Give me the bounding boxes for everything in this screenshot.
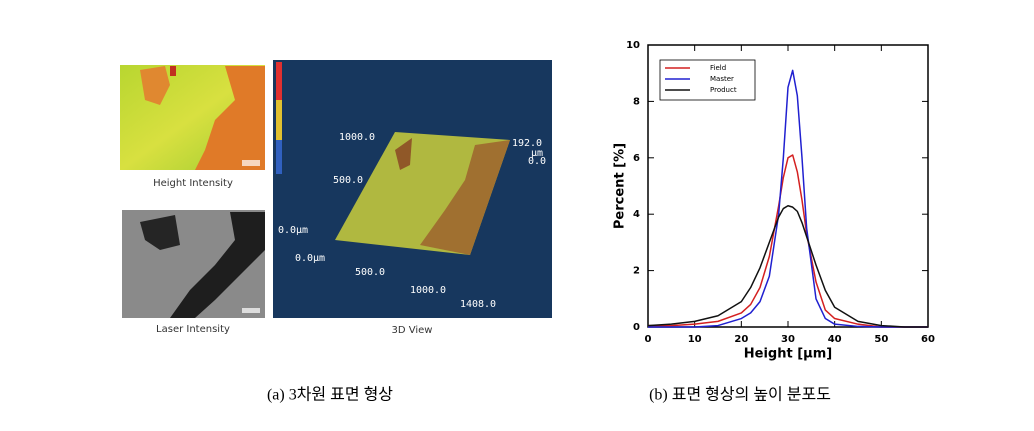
caption: (b) 표면 형상의 높이 분포도 [649, 386, 831, 404]
x-tick-label: 20 [734, 334, 748, 345]
legend-label: Master [710, 75, 734, 83]
y-tick-label: 4 [633, 209, 640, 220]
image-label: 3D View [392, 325, 433, 336]
x-axis-label: Height [μm] [744, 347, 832, 362]
y-tick-label: 8 [633, 96, 640, 107]
series-line [648, 154, 928, 328]
legend-box [659, 59, 756, 101]
x-tick-label: 30 [781, 334, 795, 345]
series-line [647, 204, 928, 328]
x-tick-label: 60 [921, 334, 935, 345]
laser-intensity-image [122, 210, 265, 318]
3d-view-axis-labels: 1000.0 500.0 0.0μm 0.0μm 500.0 1000.0 1408.0 19… [278, 132, 546, 310]
image-label: Height Intensity [153, 178, 233, 189]
height-intensity-image [120, 65, 265, 170]
y-tick-label: 0 [633, 322, 640, 333]
y-tick-label: 6 [633, 153, 640, 164]
x-tick-label: 50 [874, 334, 888, 345]
y-axis-label: Percent [%] [613, 143, 628, 229]
series-line [648, 69, 928, 328]
axis-label: μm [531, 148, 543, 159]
axis-label: 1408.0 [460, 299, 496, 310]
3d-view-image [273, 60, 552, 318]
axis-label: 0.0μm [295, 253, 325, 264]
axis-label: 192.0 [512, 138, 542, 149]
axis-label: 500.0 [355, 267, 385, 278]
y-tick-label: 10 [626, 40, 640, 51]
chart: 0 10 20 30 40 50 60 0 2 4 6 8 10 Height [μm] Percent [… [613, 40, 935, 362]
axis-label: 1000.0 [410, 285, 446, 296]
legend-label: Product [710, 86, 737, 94]
axis-label: 0.0μm [278, 225, 308, 236]
y-tick-label: 2 [633, 266, 640, 277]
axis-label: 0.0 [528, 156, 546, 167]
x-tick-label: 0 [645, 334, 652, 345]
x-tick-label: 10 [688, 334, 702, 345]
x-tick-label: 40 [828, 334, 842, 345]
axis-label: 1000.0 [339, 132, 375, 143]
legend-label: Field [710, 64, 726, 72]
image-label: Laser Intensity [156, 324, 230, 335]
axis-label: 500.0 [333, 175, 363, 186]
caption: (a) 3차원 표면 형상 [267, 386, 393, 404]
